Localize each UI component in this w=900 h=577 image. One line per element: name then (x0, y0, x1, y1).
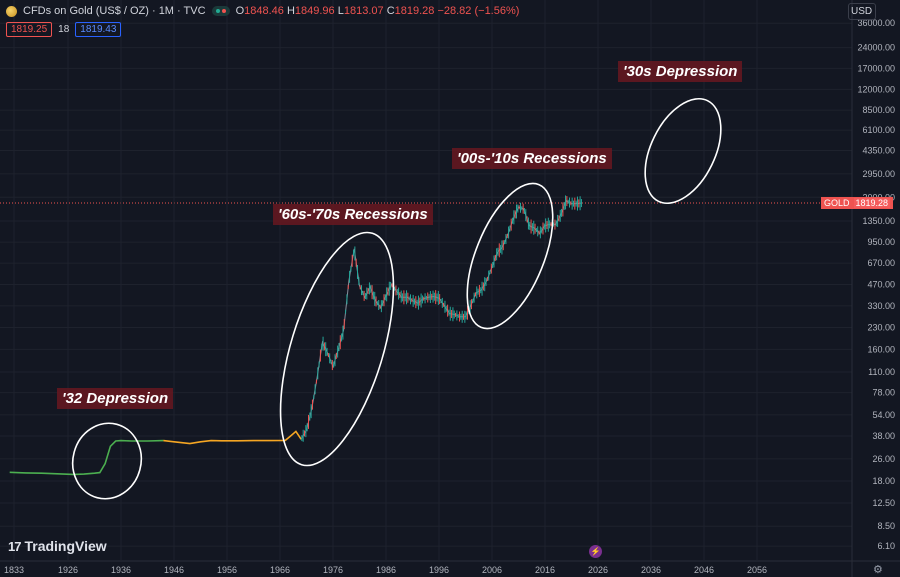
y-tick-label: 26.00 (872, 454, 895, 464)
x-tick-label: 2036 (641, 565, 661, 575)
market-status-icon (211, 6, 230, 16)
y-tick-label: 230.00 (867, 323, 895, 333)
price-axis[interactable]: 36000.00 24000.00 17000.00 12000.00 8500.00 6… (857, 18, 895, 551)
x-tick-label: 1936 (111, 565, 131, 575)
x-tick-label: 1976 (323, 565, 343, 575)
y-tick-label: 6.10 (877, 541, 895, 551)
brand-name: TradingView (24, 538, 107, 554)
y-tick-label: 12.50 (872, 498, 895, 508)
x-tick-label: 2026 (588, 565, 608, 575)
annotation-ellipse (279, 231, 395, 467)
y-tick-label: 38.00 (872, 431, 895, 441)
y-tick-label: 24000.00 (857, 43, 895, 53)
series-line (163, 430, 302, 445)
y-tick-label: 110.00 (868, 367, 895, 377)
x-tick-label: 2006 (482, 565, 502, 575)
y-tick-label: 1350.00 (862, 216, 895, 226)
freehand-ellipses (71, 97, 722, 500)
x-tick-label: 2056 (747, 565, 767, 575)
price-change: −28.82 (−1.56%) (437, 5, 520, 17)
annotation-ellipse (71, 422, 143, 500)
annotation-label[interactable]: '30s Depression (618, 61, 743, 82)
annotation-ellipse (466, 182, 554, 330)
y-tick-label: 12000.00 (857, 84, 895, 94)
symbol-title[interactable]: CFDs on Gold (US$ / OZ) · 1M · TVC (23, 5, 206, 17)
annotation-label[interactable]: '00s-'10s Recessions (452, 148, 612, 169)
y-tick-label: 18.00 (872, 476, 895, 486)
y-tick-label: 4350.00 (862, 145, 895, 155)
annotation-label[interactable]: '32 Depression (57, 388, 174, 409)
current-price-tag: GOLD 1819.28 (821, 197, 894, 209)
y-tick-label: 8.50 (877, 521, 895, 531)
x-tick-label: 1986 (376, 565, 396, 575)
y-tick-label: 8500.00 (862, 105, 895, 115)
tradingview-logo[interactable]: 17 TradingView (8, 538, 107, 554)
x-tick-label: 1833 (4, 565, 24, 575)
y-tick-label: 470.00 (867, 280, 895, 290)
y-tick-label: 950.00 (867, 237, 895, 247)
y-tick-label: 78.00 (872, 388, 895, 398)
x-tick-label: 1956 (217, 565, 237, 575)
x-tick-label: 1926 (58, 565, 78, 575)
x-tick-label: 1996 (429, 565, 449, 575)
x-tick-label: 1966 (270, 565, 290, 575)
x-tick-label: 2016 (535, 565, 555, 575)
trade-row: 1819.25 18 1819.43 (6, 22, 122, 37)
chart-header: CFDs on Gold (US$ / OZ) · 1M · TVC O1848… (6, 3, 519, 19)
settings-icon[interactable]: ⚙ (873, 564, 883, 576)
buy-price-button[interactable]: 1819.43 (75, 22, 122, 37)
y-tick-label: 6100.00 (862, 125, 895, 135)
y-tick-label: 17000.00 (857, 63, 895, 73)
y-tick-label: 2950.00 (862, 169, 895, 179)
y-tick-label: 160.00 (867, 344, 895, 354)
y-tick-label: 330.00 (867, 301, 895, 311)
ohlc-values: O1848.46 H1849.96 L1813.07 C1819.28 −28.… (235, 5, 520, 17)
annotation-ellipse (644, 97, 722, 205)
y-tick-label: 36000.00 (857, 18, 895, 28)
candle-marks (301, 195, 582, 442)
spread-value: 18 (58, 24, 70, 35)
coin-icon (6, 5, 17, 17)
currency-select[interactable]: USD (848, 3, 876, 20)
y-tick-label: 54.00 (872, 410, 895, 420)
x-tick-label: 2046 (694, 565, 714, 575)
time-axis[interactable]: 1833 1926 1936 1946 1956 1966 1976 1986 1996 2006… (4, 565, 767, 575)
annotation-label[interactable]: '60s-'70s Recessions (273, 204, 433, 225)
series-line (9, 439, 164, 476)
sell-price-button[interactable]: 1819.25 (6, 22, 53, 37)
flash-icon[interactable]: ⚡ (589, 545, 602, 558)
y-tick-label: 670.00 (867, 258, 895, 268)
tradingview-logo-icon: 17 (8, 538, 22, 554)
x-tick-label: 1946 (164, 565, 184, 575)
